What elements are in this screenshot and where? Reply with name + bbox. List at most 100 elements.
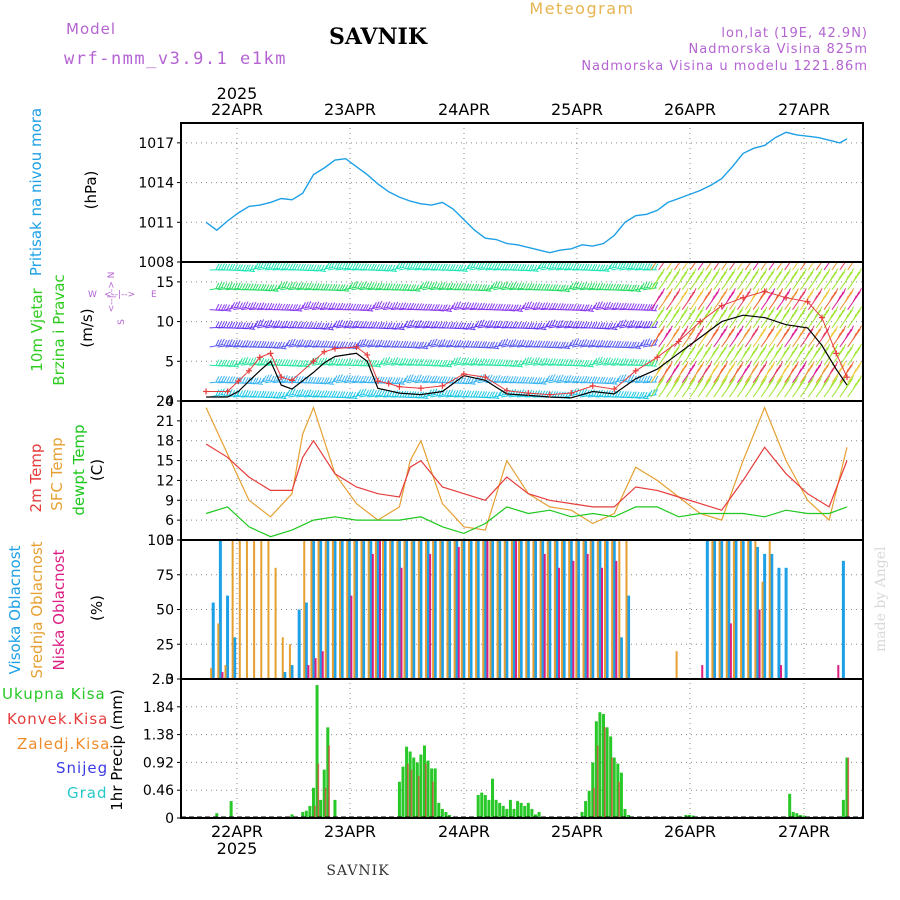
wind-barb-feather (572, 321, 577, 328)
wind-barb-shaft (374, 306, 389, 311)
wind-barb-shaft (241, 362, 256, 366)
wind-barb-feather (731, 375, 736, 382)
wind-barb-feather (567, 342, 572, 349)
wind-barb-feather (734, 382, 739, 390)
wind-barb-shaft (634, 286, 649, 291)
wind-barb-feather (701, 249, 704, 255)
cloud-bar (718, 540, 721, 679)
wind-barb-feather (265, 374, 270, 382)
wind-barb-feather (766, 332, 771, 340)
wind-barb-feather (302, 321, 307, 329)
wind-barb-feather (580, 263, 585, 271)
wind-barb-shaft (351, 287, 366, 291)
wind-barb-feather (234, 282, 238, 290)
wind-barb-feather (375, 282, 380, 290)
wind-barb-feather (575, 304, 580, 311)
wind-barb-shaft (375, 345, 390, 348)
wind-barb-feather (302, 283, 307, 290)
cloud-bar (304, 602, 308, 679)
wind-barb-feather (554, 303, 559, 310)
wind-barb-feather (486, 303, 491, 310)
wind-barb-feather (260, 283, 265, 291)
wind-barb-feather (847, 379, 852, 386)
wind-barb-feather (840, 252, 843, 258)
wind-barb-feather (562, 391, 566, 398)
wind-barb-feather (599, 339, 604, 347)
wind-barb-feather (215, 321, 220, 328)
wind-barb-feather (268, 284, 273, 291)
cloud-bar (326, 540, 330, 679)
wind-barb-feather (857, 306, 862, 313)
wind-barb-feather (716, 288, 721, 295)
wind-barb-feather (388, 340, 393, 348)
cloud-high-label: Visoka Oblacnost (6, 545, 24, 674)
wind-barb-feather (816, 364, 820, 372)
wind-barb-feather (724, 375, 728, 382)
wind-barb-feather (415, 303, 420, 310)
cloud-bar (433, 540, 437, 679)
gust-marker (718, 302, 725, 309)
wind-barb-feather (609, 302, 614, 310)
wind-barb-feather (228, 263, 233, 271)
wind-barb-feather (394, 265, 399, 272)
wind-barb-feather (787, 268, 791, 275)
wind-barb-feather (638, 342, 643, 349)
wind-barb-feather (514, 263, 519, 271)
wind-barb-feather (632, 263, 637, 270)
wind-barb-feather (551, 319, 556, 326)
wind-barb-feather (286, 263, 291, 270)
wind-barb-feather (499, 359, 503, 366)
wind-barb-feather (278, 263, 283, 270)
wind-barb-feather (714, 252, 717, 258)
wind-barb-feather (380, 390, 385, 397)
wind-barb-feather (347, 391, 351, 399)
wind-barb-feather (373, 283, 377, 290)
wind-barb-feather (281, 359, 286, 366)
wind-barb-shaft (209, 381, 224, 384)
wind-barb-feather (465, 390, 470, 397)
wind-barb-shaft (264, 289, 279, 292)
wind-barb-feather (643, 303, 648, 311)
wind-barb-feather (690, 379, 694, 386)
cloud-bar (720, 540, 724, 679)
wind-barb-feather (577, 263, 582, 271)
wind-barb-feather (823, 291, 828, 299)
wind-barb-feather (297, 263, 301, 271)
wind-barb-feather (423, 303, 427, 311)
temp2m-line (205, 439, 848, 511)
wind-barb-feather (831, 271, 836, 279)
wind-barb-feather (391, 340, 396, 347)
wind-barb-feather (690, 291, 694, 299)
wind-barb-feather (370, 321, 375, 328)
panel-frame (180, 122, 864, 263)
wind-barb-feather (794, 306, 799, 313)
wind-barb-feather (779, 268, 784, 275)
wind-barb-feather (336, 374, 341, 382)
wind-barb-feather (467, 322, 472, 329)
wind-barb-feather (415, 375, 420, 382)
wind-barb-shaft (564, 381, 579, 384)
wind-barb-feather (307, 321, 312, 329)
wind-barb-feather (236, 301, 241, 308)
wind-barb-feather (299, 360, 304, 367)
wind-barb-feather (831, 329, 836, 336)
wind-barb-feather (244, 356, 249, 364)
precip-total-bar (587, 790, 591, 818)
wind-label-1: 10m Vjetar (28, 287, 46, 371)
wind-barb-feather (834, 268, 839, 275)
wind-barb-feather (249, 283, 254, 290)
wind-barb-feather (418, 358, 422, 366)
wind-barb-feather (622, 284, 627, 291)
wind-barb-feather (855, 364, 860, 372)
wind-barb-feather (488, 262, 493, 269)
wind-barb-feather (768, 347, 773, 354)
wind-barb-feather (601, 283, 606, 290)
wind-barb-feather (323, 340, 328, 347)
wind-barb-feather (331, 357, 336, 365)
wind-barb-feather (816, 329, 820, 336)
wind-barb-feather (388, 322, 393, 329)
y-tick-label: 0 (165, 672, 174, 688)
wind-barb-feather (676, 375, 681, 382)
wind-barb-feather (299, 282, 304, 289)
wind-barb-feather (517, 321, 522, 329)
